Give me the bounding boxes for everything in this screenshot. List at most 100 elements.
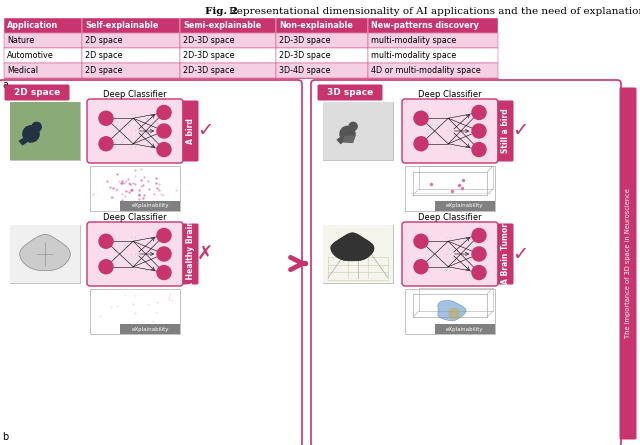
Text: Automotive: Automotive xyxy=(7,51,54,60)
Circle shape xyxy=(157,105,171,119)
Text: Application: Application xyxy=(7,21,58,30)
Bar xyxy=(276,48,368,63)
Bar xyxy=(180,18,276,33)
Text: a: a xyxy=(2,80,8,90)
Bar xyxy=(82,63,180,78)
FancyBboxPatch shape xyxy=(182,223,198,284)
Text: · ·: · · xyxy=(131,235,136,240)
Circle shape xyxy=(349,122,357,130)
Text: Nature: Nature xyxy=(7,36,35,45)
Text: · ·: · · xyxy=(445,268,451,273)
Text: Deep Classifier: Deep Classifier xyxy=(103,90,167,99)
Text: 2D-3D space: 2D-3D space xyxy=(183,51,234,60)
Text: Still a bird: Still a bird xyxy=(501,109,510,154)
Text: ...: ... xyxy=(145,128,152,134)
Bar xyxy=(4,18,82,33)
Text: 2D-3D space: 2D-3D space xyxy=(279,51,330,60)
FancyBboxPatch shape xyxy=(311,80,621,445)
FancyBboxPatch shape xyxy=(87,222,183,286)
Text: The importance of 3D space in Neuroscience: The importance of 3D space in Neuroscien… xyxy=(625,189,631,339)
Text: Deep Classifier: Deep Classifier xyxy=(103,213,167,222)
Text: · ·: · · xyxy=(131,129,136,134)
Polygon shape xyxy=(331,233,374,261)
Circle shape xyxy=(157,247,171,261)
Text: ✓: ✓ xyxy=(512,121,528,141)
Polygon shape xyxy=(20,235,70,271)
Bar xyxy=(323,225,393,283)
Text: b: b xyxy=(2,432,8,442)
Text: 4D or multi-modality space: 4D or multi-modality space xyxy=(371,66,481,75)
Bar xyxy=(323,225,393,283)
Text: 2D space: 2D space xyxy=(85,36,122,45)
Bar xyxy=(180,63,276,78)
Polygon shape xyxy=(336,133,352,144)
Bar xyxy=(10,102,80,160)
Polygon shape xyxy=(19,134,35,146)
Circle shape xyxy=(99,260,113,274)
Text: · ·: · · xyxy=(131,112,136,117)
Text: ...: ... xyxy=(460,251,467,257)
Circle shape xyxy=(472,266,486,279)
Circle shape xyxy=(472,124,486,138)
FancyBboxPatch shape xyxy=(402,99,498,163)
Text: · ·: · · xyxy=(445,251,451,256)
Bar xyxy=(82,33,180,48)
Text: ...: ... xyxy=(460,128,467,134)
Bar xyxy=(10,102,80,160)
Text: · ·: · · xyxy=(131,268,136,273)
Text: ✓: ✓ xyxy=(197,121,213,141)
Text: · ·: · · xyxy=(131,251,136,256)
Circle shape xyxy=(414,137,428,151)
FancyBboxPatch shape xyxy=(317,85,383,101)
FancyBboxPatch shape xyxy=(620,88,637,440)
Text: A Healthy Brain: A Healthy Brain xyxy=(186,220,195,288)
Text: Deep Classifier: Deep Classifier xyxy=(418,90,482,99)
Circle shape xyxy=(99,234,113,248)
Circle shape xyxy=(157,266,171,279)
Polygon shape xyxy=(438,300,466,321)
Circle shape xyxy=(23,126,39,142)
Circle shape xyxy=(472,105,486,119)
Bar xyxy=(4,33,82,48)
Text: · ·: · · xyxy=(445,112,451,117)
Circle shape xyxy=(472,142,486,157)
Bar xyxy=(180,48,276,63)
Text: ...: ... xyxy=(145,251,152,257)
Bar xyxy=(323,102,393,160)
Text: A bird: A bird xyxy=(186,118,195,144)
Bar xyxy=(368,33,498,48)
Bar xyxy=(276,33,368,48)
Text: 3D-4D space: 3D-4D space xyxy=(279,66,330,75)
Circle shape xyxy=(414,111,428,125)
Text: 2D-3D space: 2D-3D space xyxy=(279,36,330,45)
Bar xyxy=(435,201,495,211)
Text: · ·: · · xyxy=(445,129,451,134)
Text: 2D space: 2D space xyxy=(85,66,122,75)
Polygon shape xyxy=(343,135,356,143)
Text: Semi-explainable: Semi-explainable xyxy=(183,21,261,30)
Bar xyxy=(405,289,495,334)
Bar xyxy=(4,48,82,63)
FancyBboxPatch shape xyxy=(497,101,513,162)
Bar xyxy=(435,324,495,334)
Bar xyxy=(82,18,180,33)
Text: ✗: ✗ xyxy=(197,244,213,263)
Circle shape xyxy=(32,122,41,132)
Circle shape xyxy=(472,247,486,261)
Bar xyxy=(10,225,80,283)
Bar xyxy=(276,63,368,78)
Circle shape xyxy=(449,308,459,319)
Circle shape xyxy=(340,126,355,142)
Bar xyxy=(323,102,393,160)
Circle shape xyxy=(414,260,428,274)
Bar xyxy=(120,324,180,334)
Circle shape xyxy=(472,228,486,243)
Text: eXplainability: eXplainability xyxy=(446,327,484,332)
Bar xyxy=(405,166,495,211)
Text: · ·: · · xyxy=(445,235,451,240)
Text: Medical: Medical xyxy=(7,66,38,75)
Text: ✓: ✓ xyxy=(512,244,528,263)
Text: Non-explainable: Non-explainable xyxy=(279,21,353,30)
Text: 2D space: 2D space xyxy=(85,51,122,60)
Bar xyxy=(368,63,498,78)
